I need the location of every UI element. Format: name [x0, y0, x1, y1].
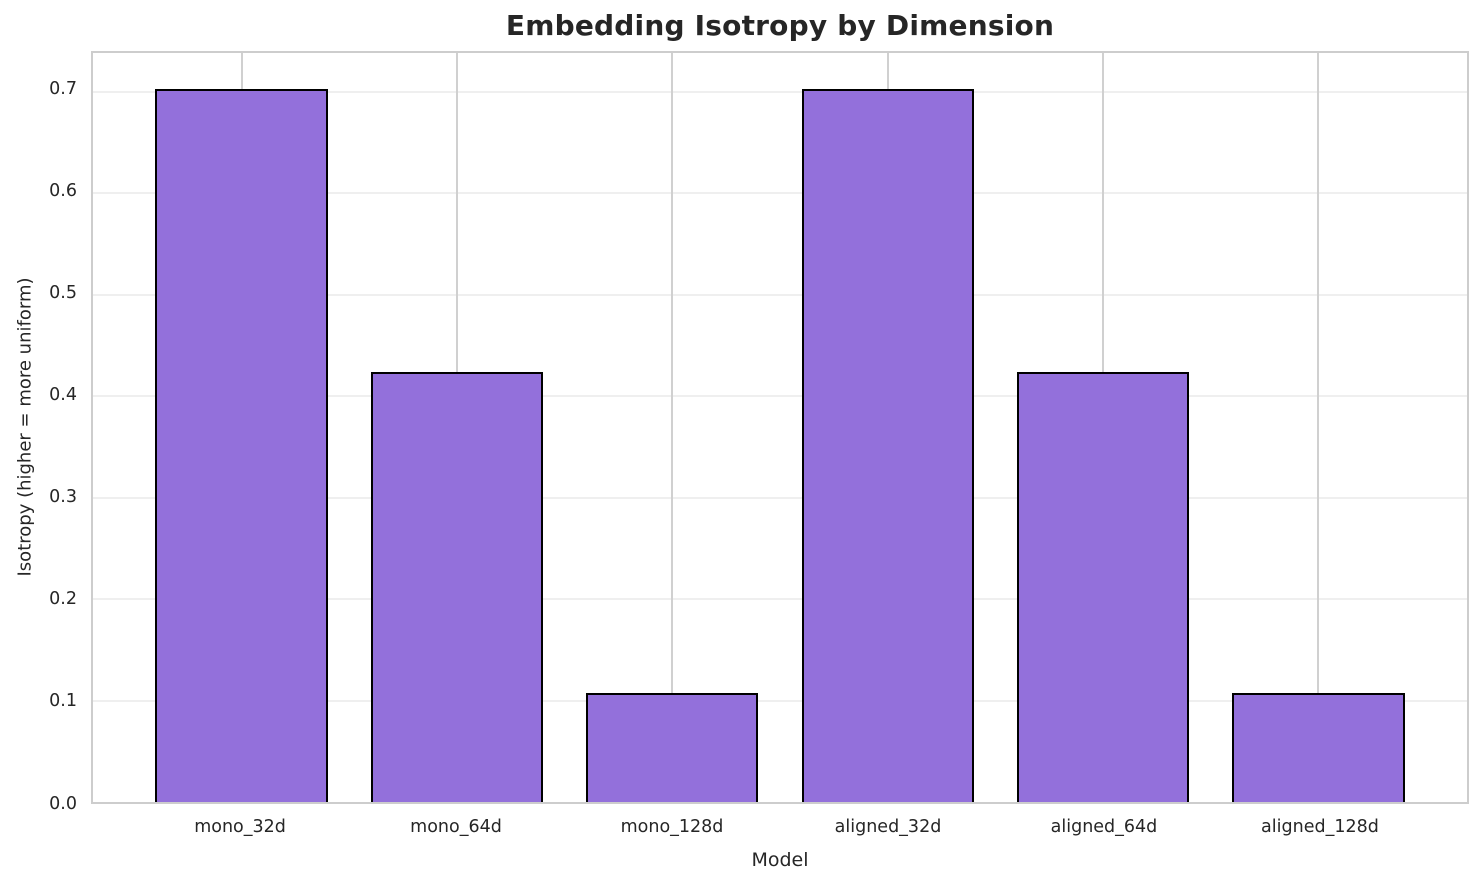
x-tick-label: aligned_64d	[1050, 817, 1158, 837]
y-tick-label: 0.6	[49, 181, 77, 202]
grid-line-horizontal	[93, 699, 1467, 702]
chart-title: Embedding Isotropy by Dimension	[505, 9, 1055, 42]
y-tick-labels: 0.0 0.1 0.2 0.3 0.4 0.5 0.6 0.7	[0, 51, 77, 812]
y-tick-label: 0.7	[49, 79, 77, 100]
x-tick-label: mono_128d	[620, 817, 724, 837]
grid-line-horizontal	[93, 90, 1467, 93]
y-tick-label: 0.4	[49, 385, 77, 406]
y-tick-label: 0.0	[49, 793, 77, 814]
x-tick-label: mono_64d	[410, 817, 502, 837]
bar	[801, 88, 974, 802]
y-tick-label: 0.1	[49, 691, 77, 712]
grid-line-horizontal	[93, 395, 1467, 398]
grid-line-horizontal	[93, 293, 1467, 296]
grid-line-vertical	[671, 53, 674, 802]
grid-line-horizontal	[93, 496, 1467, 499]
grid-line-vertical	[1317, 53, 1320, 802]
plot-area	[91, 51, 1469, 804]
grid-line-horizontal	[93, 598, 1467, 601]
y-tick-label: 0.5	[49, 283, 77, 304]
x-tick-label: aligned_128d	[1261, 817, 1379, 837]
bar	[155, 88, 328, 802]
bar	[370, 371, 544, 802]
x-tick-labels: mono_32d mono_64d mono_128d aligned_32d alig…	[91, 804, 1469, 838]
bar	[1232, 693, 1405, 802]
x-axis-label: Model	[751, 849, 809, 871]
x-tick-label: mono_32d	[194, 817, 286, 837]
bar	[586, 693, 759, 802]
y-tick-label: 0.2	[49, 589, 77, 610]
grid-line-horizontal	[93, 192, 1467, 195]
x-tick-label: aligned_32d	[834, 817, 942, 837]
y-tick-label: 0.3	[49, 487, 77, 508]
bar	[1016, 371, 1190, 802]
